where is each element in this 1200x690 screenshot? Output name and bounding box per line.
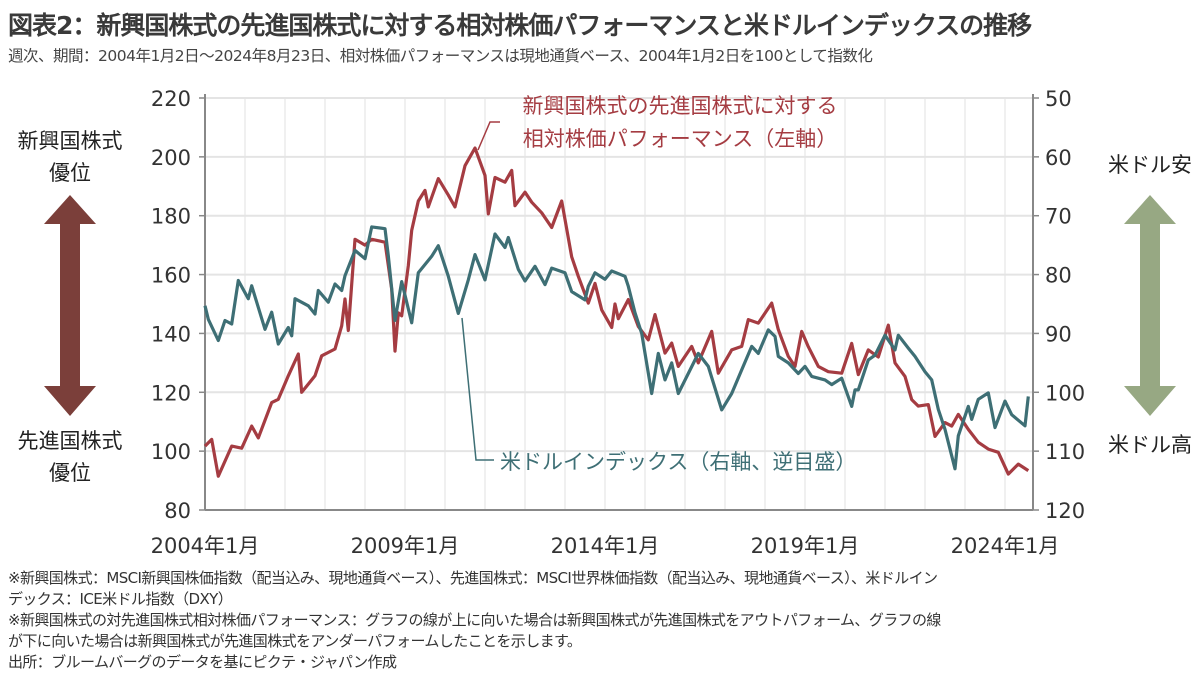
footnote: デックス：ICE米ドル指数（DXY） [8, 590, 233, 608]
relative-performance-label: 新興国株式の先進国株式に対する [523, 94, 838, 118]
right-axis-tick-label: 60 [1045, 146, 1072, 170]
left-bottom-label-2: 優位 [49, 461, 91, 485]
left-axis-tick-label: 80 [164, 499, 191, 523]
relative-performance-line [203, 146, 1030, 478]
left-axis-tick-label: 180 [151, 205, 191, 229]
left-axis-tick-label: 160 [151, 264, 191, 288]
x-axis-tick-label: 2009年1月 [351, 534, 460, 558]
footnote: ※新興国株式：MSCI新興国株価指数（配当込み、現地通貨ベース）、先進国株式：M… [8, 569, 938, 587]
relative-performance-label: 相対株価パフォーマンス（左軸） [523, 127, 838, 151]
annotations: 新興国株式の先進国株式に対する相対株価パフォーマンス（左軸） 米ドルインデックス（… [461, 94, 856, 474]
right-axis-tick-label: 50 [1045, 87, 1072, 111]
x-axis-tick-label: 2024年1月 [951, 534, 1060, 558]
x-axis-tick-label: 2004年1月 [151, 534, 260, 558]
dollar-index-leader-line [461, 317, 494, 461]
dollar-index-line [203, 225, 1030, 471]
chart-title: 図表2：新興国株式の先進国株式に対する相対株価パフォーマンスと米ドルインデックス… [8, 11, 1032, 40]
footnote: ※新興国株式の対先進国株式相対株価パフォーマンス：グラフの線が上に向いた場合は新… [8, 611, 941, 629]
right-axis-tick-label: 70 [1045, 205, 1072, 229]
left-axis-tick-label: 120 [151, 381, 191, 405]
relative-performance-leader-line [477, 121, 500, 151]
left-axis-tick-label: 100 [151, 440, 191, 464]
right-axis-tick-label: 120 [1045, 499, 1085, 523]
grid [205, 97, 1033, 511]
x-axis-tick-label: 2014年1月 [551, 534, 660, 558]
double-arrow-icon [44, 195, 96, 416]
footnote: が下に向いた場合は新興国株式が先進国株式をアンダーパフォームしたことを示します。 [8, 632, 582, 650]
footnotes: ※新興国株式：MSCI新興国株価指数（配当込み、現地通貨ベース）、先進国株式：M… [8, 568, 1198, 673]
left-bottom-label-1: 先進国株式 [18, 429, 123, 453]
right-axis-tick-label: 80 [1045, 264, 1072, 288]
side-labels: 新興国株式 優位 先進国株式 優位 米ドル安 米ドル高 [18, 129, 1193, 485]
right-bottom-label: 米ドル高 [1108, 433, 1192, 457]
double-arrow-icon [1124, 195, 1176, 416]
axes: 80 100 120 140 160 180 200 220 50 60 70 80 90 100 110 1… [151, 87, 1086, 558]
x-axis-tick-label: 2019年1月 [751, 534, 860, 558]
right-axis-tick-label: 100 [1045, 381, 1085, 405]
left-axis-tick-label: 140 [151, 322, 191, 346]
chart-subtitle: 週次、期間：2004年1月2日～2024年8月23日、相対株価パフォーマンスは現… [8, 47, 873, 65]
left-top-label-2: 優位 [49, 161, 91, 185]
left-axis-tick-label: 200 [151, 146, 191, 170]
source-note: 出所：ブルームバーグのデータを基にピクテ・ジャパン作成 [8, 653, 397, 671]
left-axis-tick-label: 220 [151, 87, 191, 111]
right-top-label: 米ドル安 [1108, 153, 1192, 177]
right-axis-tick-label: 90 [1045, 322, 1072, 346]
left-top-label-1: 新興国株式 [18, 129, 123, 153]
right-axis-tick-label: 110 [1045, 440, 1085, 464]
dollar-index-label: 米ドルインデックス（右軸、逆目盛） [500, 450, 856, 474]
series-lines [203, 146, 1030, 478]
